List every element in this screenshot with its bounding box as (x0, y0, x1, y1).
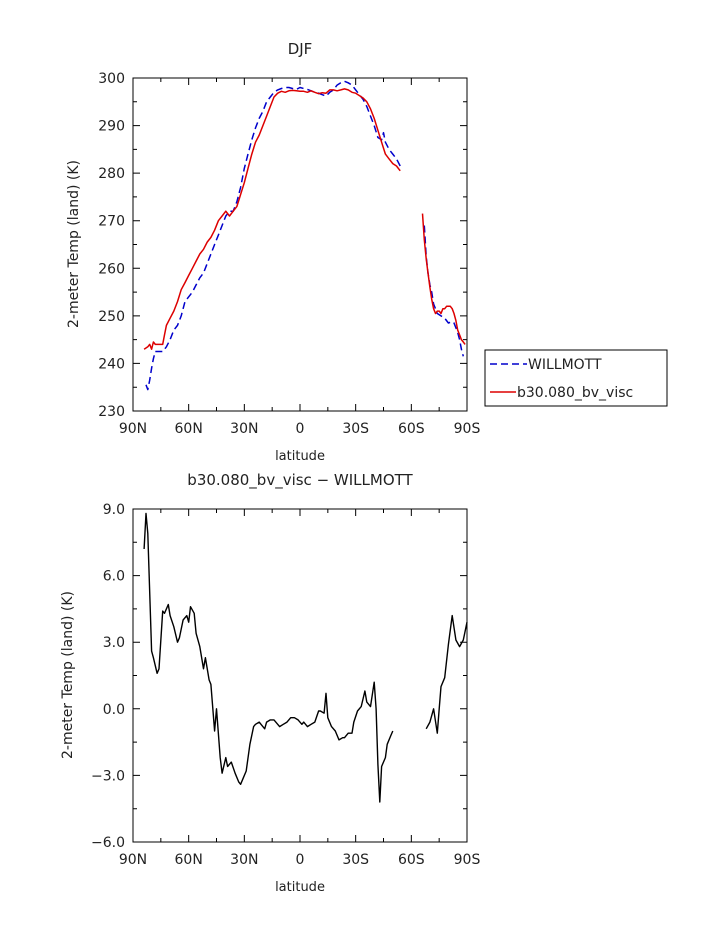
top-series-group (143, 80, 466, 391)
top-x-tick-label: 90S (454, 421, 481, 437)
top-y-tick-label: 260 (98, 261, 125, 277)
top-series-b30-080-bv-visc-segment-0 (143, 88, 401, 350)
top-y-ticks: 230 240 250 260 270 280 290 300 (98, 71, 125, 420)
top-x-tick-label: 0 (296, 421, 305, 437)
bottom-series-group (143, 512, 468, 803)
bottom-plot-frame (132, 508, 468, 843)
bottom-panel: b30.080_bv_visc − WILLMOTT 90N 60N 30N 0… (60, 471, 480, 895)
legend-label-willmott: WILLMOTT (528, 357, 602, 373)
top-panel: DJF 90N 60N 30N 0 30S 60S 90S 230 240 25… (66, 40, 668, 464)
legend-box (484, 349, 668, 407)
top-y-tick-label: 270 (98, 214, 125, 230)
bottom-y-ticks: −6.0 −3.0 0.0 3.0 6.0 9.0 (91, 502, 125, 851)
bottom-y-tick-label: −3.0 (91, 768, 125, 784)
top-x-tick-label: 60S (398, 421, 425, 437)
top-x-tick-label: 30N (230, 421, 258, 437)
bottom-x-tick-label: 30N (230, 852, 258, 868)
legend-label-model: b30.080_bv_visc (517, 385, 633, 401)
top-x-tick-label: 60N (175, 421, 203, 437)
bottom-x-tick-label: 90S (454, 852, 481, 868)
bottom-y-tick-label: 0.0 (103, 702, 125, 718)
top-y-tick-label: 230 (98, 404, 125, 420)
bottom-tick-path (132, 508, 468, 843)
top-y-tick-label: 280 (98, 166, 125, 182)
top-y-axis-label: 2-meter Temp (land) (K) (66, 160, 82, 328)
bottom-y-tick-label: 9.0 (103, 502, 125, 518)
bottom-tick-marks (132, 508, 468, 843)
top-y-tick-label: 250 (98, 309, 125, 325)
bottom-series-difference-segment-1 (425, 614, 468, 734)
bottom-y-tick-label: 3.0 (103, 635, 125, 651)
bottom-x-ticks: 90N 60N 30N 0 30S 60S 90S (119, 852, 481, 868)
bottom-y-tick-label: 6.0 (103, 569, 125, 585)
top-y-tick-label: 290 (98, 119, 125, 135)
legend: WILLMOTT b30.080_bv_visc (484, 349, 668, 407)
top-tick-path (132, 77, 468, 412)
top-plot-frame (132, 77, 468, 412)
bottom-y-axis-label: 2-meter Temp (land) (K) (60, 591, 76, 759)
bottom-x-axis-label: latitude (275, 880, 325, 895)
top-y-tick-label: 240 (98, 356, 125, 372)
top-tick-marks (132, 77, 468, 412)
bottom-x-tick-label: 60S (398, 852, 425, 868)
top-series-willmott-segment-0 (145, 80, 401, 391)
top-y-tick-label: 300 (98, 71, 125, 87)
top-x-tick-label: 30S (342, 421, 369, 437)
bottom-title: b30.080_bv_visc − WILLMOTT (187, 471, 413, 490)
bottom-x-tick-label: 0 (296, 852, 305, 868)
bottom-x-tick-label: 60N (175, 852, 203, 868)
bottom-series-difference-segment-0 (143, 512, 394, 803)
top-x-axis-label: latitude (275, 449, 325, 464)
bottom-x-tick-label: 30S (342, 852, 369, 868)
top-title: DJF (288, 40, 313, 58)
top-series-b30-080-bv-visc-segment-1 (421, 213, 466, 345)
bottom-x-tick-label: 90N (119, 852, 147, 868)
top-x-ticks: 90N 60N 30N 0 30S 60S 90S (119, 421, 481, 437)
top-x-tick-label: 90N (119, 421, 147, 437)
bottom-y-tick-label: −6.0 (91, 835, 125, 851)
